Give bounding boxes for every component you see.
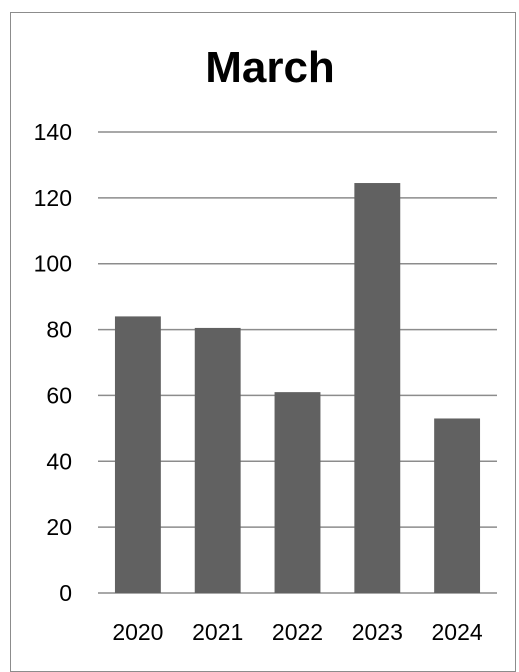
- x-tick-label: 2020: [112, 619, 163, 645]
- x-tick-label: 2023: [352, 619, 403, 645]
- y-tick-label: 80: [46, 317, 72, 343]
- chart-title: March: [205, 43, 335, 92]
- y-tick-label: 60: [46, 382, 72, 408]
- bar-2021: [194, 327, 241, 593]
- x-tick-label: 2022: [272, 619, 323, 645]
- y-tick-label: 20: [46, 514, 72, 540]
- y-tick-label: 100: [34, 251, 72, 277]
- x-axis-ticks: 2020 2021 2022 2023 2024: [112, 619, 483, 645]
- bars: [114, 183, 481, 593]
- chart-frame: [10, 12, 516, 672]
- bar-2022: [274, 392, 321, 593]
- y-tick-label: 40: [46, 448, 72, 474]
- bar-2024: [434, 418, 481, 593]
- y-tick-label: 0: [59, 580, 72, 606]
- x-tick-label: 2021: [192, 619, 243, 645]
- x-tick-label: 2024: [432, 619, 483, 645]
- y-tick-label: 120: [34, 185, 72, 211]
- y-tick-label: 140: [34, 119, 72, 145]
- y-axis-ticks: 0 20 40 60 80 100 120 140: [34, 119, 72, 606]
- bar-2023: [354, 183, 401, 593]
- gridlines: [98, 131, 497, 594]
- bar-2020: [114, 316, 161, 593]
